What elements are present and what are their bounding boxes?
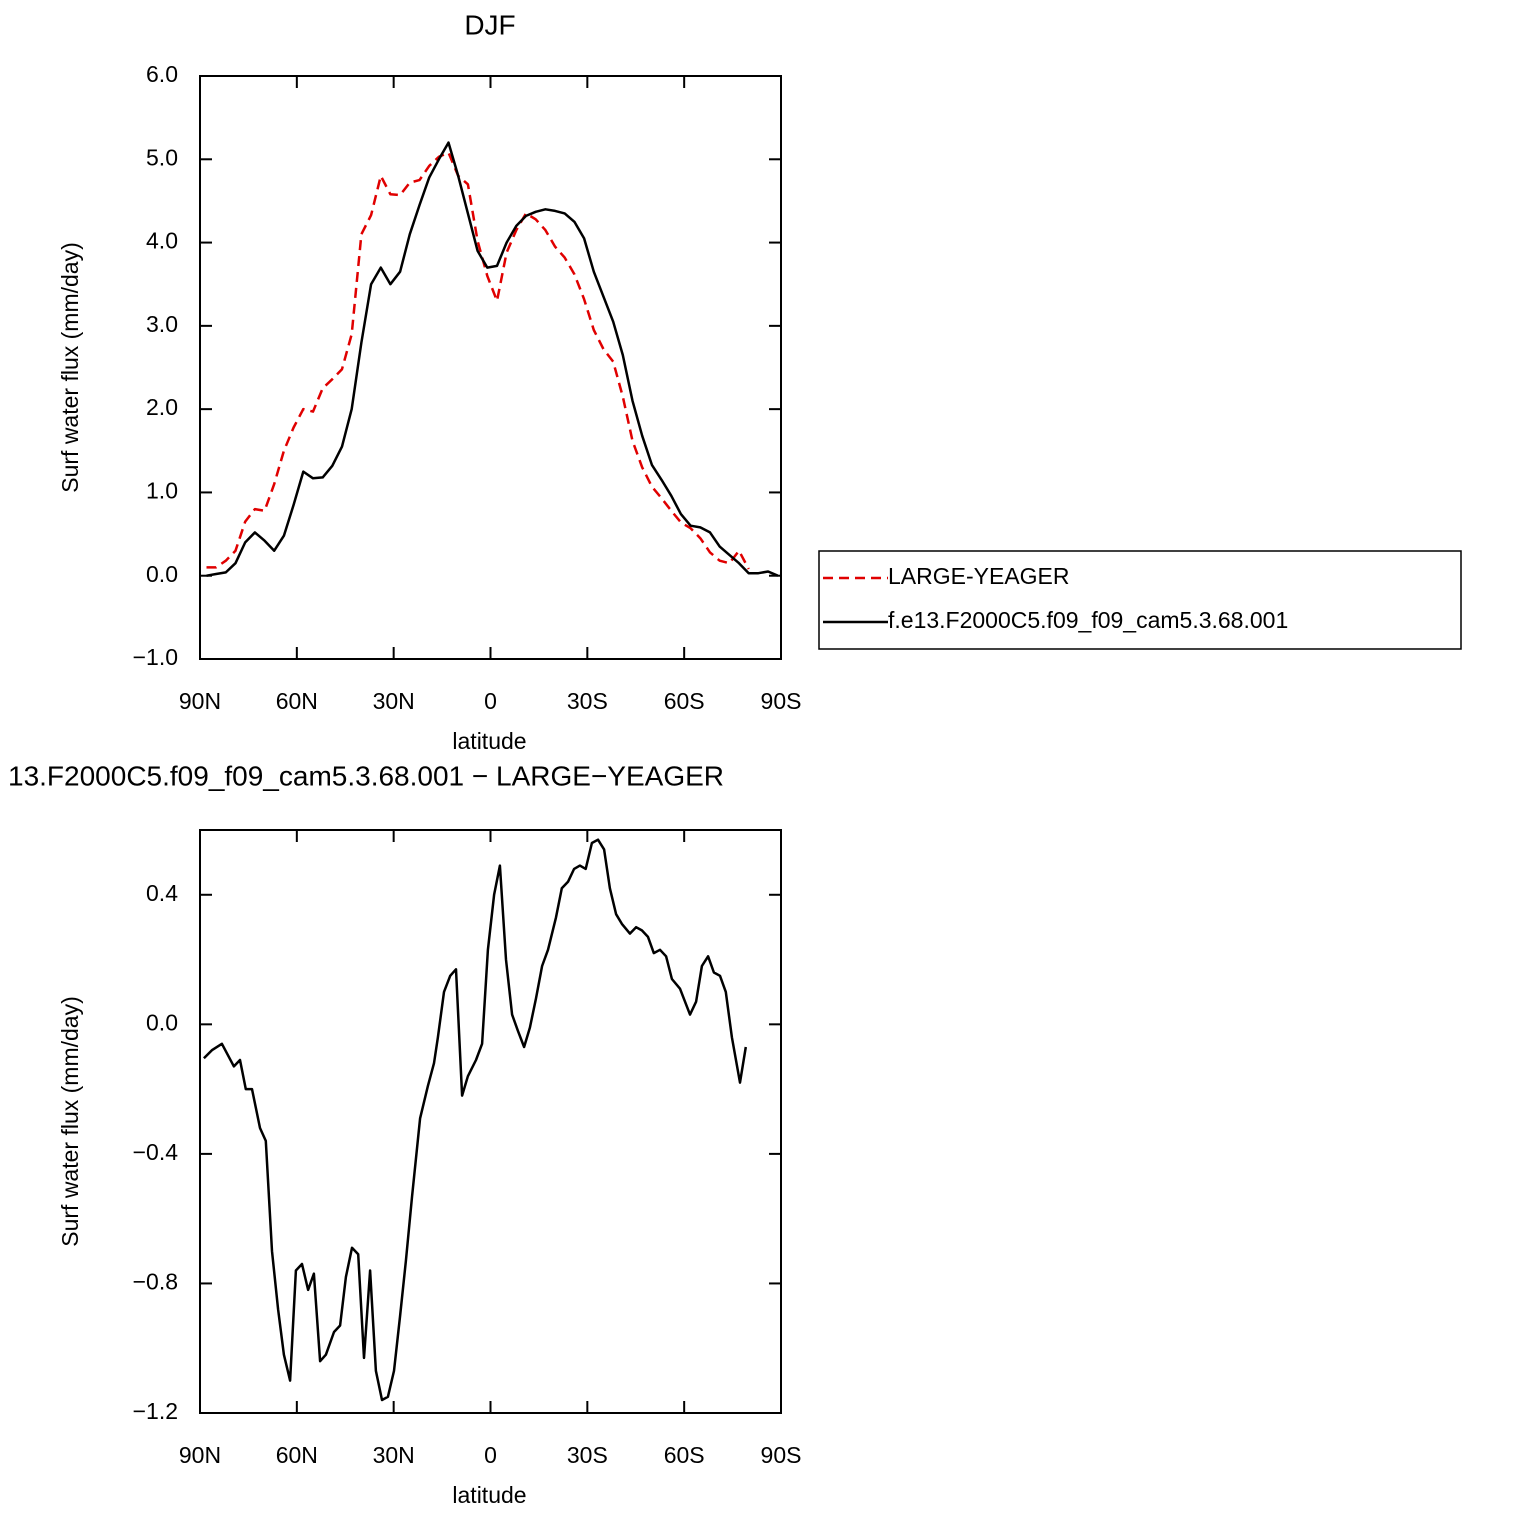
y-tick-label: −0.8: [133, 1269, 178, 1295]
y-tick-label: 6.0: [146, 61, 178, 87]
y-tick-label: 5.0: [146, 144, 178, 170]
legend-box: [818, 550, 1462, 650]
x-tick-label: 30N: [373, 688, 415, 714]
y-axis-label: Surf water flux (mm/day): [57, 242, 83, 493]
x-axis-label: latitude: [452, 728, 526, 754]
y-tick-label: 0.0: [146, 1009, 178, 1035]
x-tick-label: 60N: [276, 688, 318, 714]
legend-label: LARGE-YEAGER: [888, 563, 1070, 589]
y-tick-label: −1.2: [133, 1398, 178, 1424]
y-tick-label: 1.0: [146, 478, 178, 504]
series-line: [206, 151, 750, 570]
y-tick-label: 3.0: [146, 311, 178, 337]
y-tick-label: 4.0: [146, 228, 178, 254]
series-line: [203, 838, 748, 1402]
x-tick-label: 30S: [567, 1442, 608, 1468]
y-axis-label: Surf water flux (mm/day): [57, 996, 83, 1247]
x-axis-label: latitude: [452, 1482, 526, 1508]
legend-label: f.e13.F2000C5.f09_f09_cam5.3.68.001: [888, 607, 1288, 633]
chart-title: 13.F2000C5.f09_f09_cam5.3.68.001 − LARGE…: [8, 760, 724, 791]
y-tick-label: 0.4: [146, 880, 178, 906]
y-tick-label: −1.0: [133, 644, 178, 670]
y-tick-label: 0.0: [146, 561, 178, 587]
plot-frame: [199, 829, 782, 1414]
x-tick-label: 30N: [373, 1442, 415, 1468]
x-tick-label: 90N: [179, 688, 221, 714]
x-tick-label: 0: [484, 688, 497, 714]
x-tick-label: 60N: [276, 1442, 318, 1468]
x-tick-label: 90S: [761, 1442, 802, 1468]
y-tick-label: 2.0: [146, 394, 178, 420]
chart-title: DJF: [464, 9, 515, 40]
x-tick-label: 60S: [664, 1442, 705, 1468]
series-line: [206, 141, 779, 577]
plot-frame: [199, 75, 782, 660]
y-tick-label: −0.4: [133, 1139, 179, 1165]
x-tick-label: 90N: [179, 1442, 221, 1468]
x-tick-label: 90S: [761, 688, 802, 714]
x-tick-label: 60S: [664, 688, 705, 714]
x-tick-label: 30S: [567, 688, 608, 714]
x-tick-label: 0: [484, 1442, 497, 1468]
